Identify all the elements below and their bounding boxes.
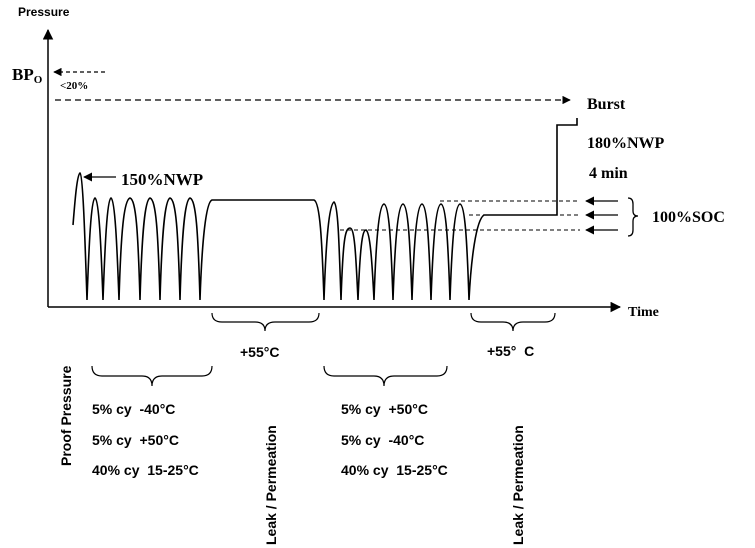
phase1-brace — [91, 365, 213, 387]
phase2-condition: 40% cy 15-25°C — [341, 462, 448, 478]
leak-permeation-label-1: Leak / Permeation — [263, 425, 279, 545]
pressure-trace-phase1 — [72, 118, 578, 301]
phase1-condition: 5% cy -40°C — [92, 401, 175, 417]
bp-subscript: O — [34, 74, 43, 86]
temp-label-2: +55° C — [487, 343, 534, 359]
burst-label: Burst — [587, 96, 626, 113]
leak-permeation-label-2: Leak / Permeation — [510, 425, 526, 545]
hold-time-label: 4 min — [589, 165, 628, 182]
phase1-condition: 5% cy +50°C — [92, 432, 179, 448]
phase1-condition: 40% cy 15-25°C — [92, 462, 199, 478]
phase2-brace — [323, 365, 448, 387]
soc-label: 100%SOC — [652, 209, 725, 226]
y-axis-label: Pressure — [18, 5, 70, 19]
nwp150-label: 150%NWP — [121, 170, 203, 189]
bp-percent: <20% — [60, 80, 88, 92]
bp-main: BP — [12, 65, 34, 84]
bp-label: BPO — [12, 65, 43, 86]
phase2-condition: 5% cy -40°C — [341, 432, 424, 448]
soc-brace — [627, 197, 639, 237]
x-axis-label: Time — [628, 305, 659, 320]
leak-brace-2 — [470, 312, 556, 332]
proof-pressure-label: Proof Pressure — [58, 365, 74, 466]
temp-label-1: +55°C — [240, 344, 279, 360]
nwp180-label: 180%NWP — [587, 135, 665, 152]
leak-brace-1 — [211, 312, 320, 332]
phase2-condition: 5% cy +50°C — [341, 401, 428, 417]
